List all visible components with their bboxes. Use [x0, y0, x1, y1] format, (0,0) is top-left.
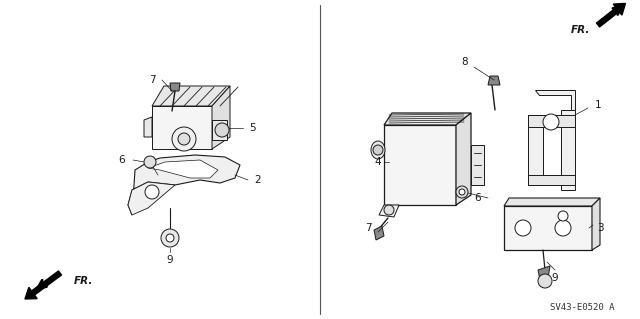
Text: FR.: FR.: [570, 25, 589, 35]
Circle shape: [172, 127, 196, 151]
Text: 9: 9: [552, 273, 558, 283]
Polygon shape: [379, 205, 399, 217]
Circle shape: [543, 114, 559, 130]
Circle shape: [555, 220, 571, 236]
Text: 4: 4: [374, 157, 381, 167]
Circle shape: [166, 234, 174, 242]
Polygon shape: [170, 83, 180, 91]
Text: 9: 9: [166, 255, 173, 265]
Text: FR.: FR.: [74, 276, 93, 286]
Circle shape: [178, 133, 190, 145]
Text: 6: 6: [118, 155, 125, 165]
Circle shape: [459, 189, 465, 195]
Circle shape: [161, 229, 179, 247]
Polygon shape: [535, 90, 575, 110]
Polygon shape: [504, 198, 600, 206]
Text: 2: 2: [255, 175, 261, 185]
Polygon shape: [128, 182, 175, 215]
Polygon shape: [456, 113, 471, 205]
Text: 5: 5: [249, 123, 255, 133]
FancyArrow shape: [25, 271, 61, 299]
Text: 7: 7: [365, 223, 371, 233]
Circle shape: [145, 185, 159, 199]
Circle shape: [373, 145, 383, 155]
Polygon shape: [528, 115, 543, 185]
Text: SV43-E0520 A: SV43-E0520 A: [550, 302, 615, 311]
Polygon shape: [471, 145, 484, 185]
Polygon shape: [504, 206, 592, 250]
Circle shape: [215, 123, 229, 137]
Text: 1: 1: [595, 100, 602, 110]
Polygon shape: [152, 86, 230, 106]
Polygon shape: [528, 115, 575, 127]
Text: 8: 8: [461, 57, 468, 67]
FancyArrow shape: [596, 4, 625, 27]
Circle shape: [384, 205, 394, 215]
Polygon shape: [384, 125, 456, 205]
Polygon shape: [561, 110, 575, 190]
Polygon shape: [148, 160, 218, 178]
Polygon shape: [528, 175, 575, 185]
Polygon shape: [488, 76, 500, 85]
Circle shape: [144, 156, 156, 168]
Polygon shape: [152, 106, 212, 149]
Polygon shape: [374, 226, 384, 240]
Polygon shape: [212, 86, 230, 149]
Polygon shape: [538, 266, 550, 280]
Polygon shape: [144, 117, 152, 137]
Polygon shape: [384, 113, 471, 125]
Ellipse shape: [371, 141, 385, 159]
Polygon shape: [212, 120, 227, 140]
Text: 7: 7: [148, 75, 156, 85]
Polygon shape: [128, 155, 240, 215]
Text: 3: 3: [596, 223, 604, 233]
Circle shape: [538, 274, 552, 288]
Polygon shape: [592, 198, 600, 250]
Circle shape: [558, 211, 568, 221]
Circle shape: [456, 186, 468, 198]
Circle shape: [515, 220, 531, 236]
Text: 6: 6: [475, 193, 481, 203]
